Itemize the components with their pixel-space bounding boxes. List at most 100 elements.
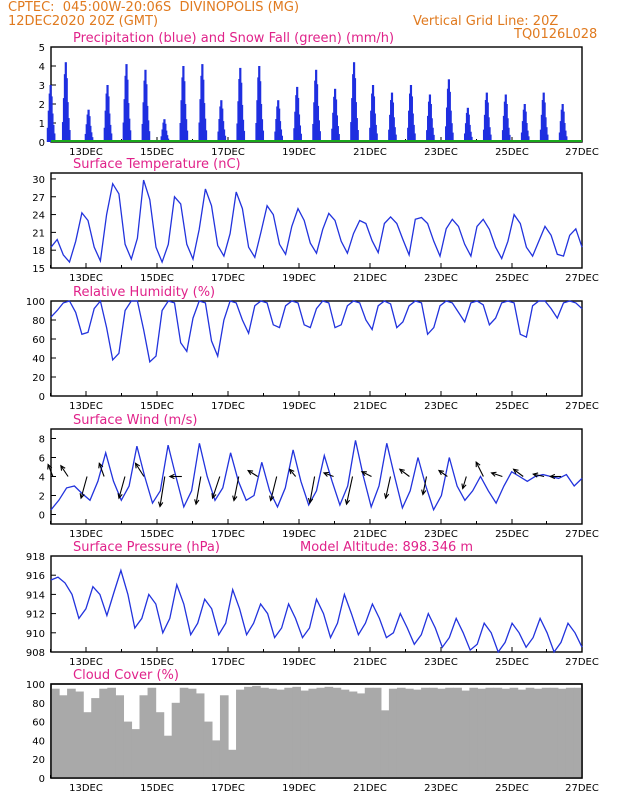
date-label: 21DEC xyxy=(353,401,387,412)
series-line xyxy=(50,299,583,364)
date-label: 23DEC xyxy=(424,147,458,158)
cloud-bar xyxy=(195,693,205,778)
precip-bar xyxy=(470,136,473,142)
cloud-bar xyxy=(356,693,366,778)
cloud-bar xyxy=(67,688,76,778)
precip-bar xyxy=(68,130,71,142)
wind-arrow xyxy=(98,463,105,477)
panel-title: Surface Temperature (nC) xyxy=(73,157,241,172)
precip-bar xyxy=(261,130,265,142)
date-label: 13DEC xyxy=(69,401,103,412)
cloud-bar xyxy=(573,687,583,778)
y-tick-label: 916 xyxy=(26,571,45,582)
cloud-bar xyxy=(453,687,462,778)
date-label: 15DEC xyxy=(140,529,174,540)
cloud-bar xyxy=(75,691,84,778)
cloud-bar xyxy=(324,686,334,778)
cloud-bar xyxy=(525,687,535,778)
date-label: 27DEC xyxy=(565,657,599,668)
wind-arrow xyxy=(399,468,410,477)
cloud-bar xyxy=(139,695,149,778)
date-label: 25DEC xyxy=(495,783,529,794)
date-label: 21DEC xyxy=(353,657,387,668)
cloud-bar xyxy=(179,687,189,778)
cloud-bar xyxy=(557,688,567,778)
cloud-bar xyxy=(171,702,181,778)
cloud-bar xyxy=(252,685,261,778)
wind-arrow xyxy=(345,476,354,505)
cloud-bar xyxy=(541,687,551,778)
y-tick-label: 0 xyxy=(39,138,45,149)
precip-bar xyxy=(223,135,227,142)
date-label: 21DEC xyxy=(353,147,387,158)
wind-arrow xyxy=(475,461,484,477)
y-tick-label: 918 xyxy=(26,552,45,563)
y-tick-label: 1 xyxy=(39,119,45,130)
cloud-bar xyxy=(517,689,527,778)
wind-arrow-head xyxy=(47,463,53,470)
y-tick-label: 15 xyxy=(32,264,45,275)
wind-arrow-head xyxy=(134,462,141,469)
series-line xyxy=(50,440,583,512)
panel-title: Relative Humidity (%) xyxy=(73,285,215,300)
cloud-bar xyxy=(461,690,470,778)
precip-bar xyxy=(110,133,113,142)
cloud-bar xyxy=(211,740,221,778)
date-label: 13DEC xyxy=(69,657,103,668)
precip-bar xyxy=(53,133,56,142)
y-tick-label: 0 xyxy=(39,511,45,522)
wind-arrow xyxy=(462,476,467,489)
wind-arrow xyxy=(60,465,69,477)
wind-arrow-head xyxy=(247,469,254,476)
panel-4: Surface Pressure (hPa) Model Altitude: 89… xyxy=(26,540,599,668)
y-tick-label: 912 xyxy=(26,610,45,621)
panel-title: Precipitation (blue) and Snow Fall (gree… xyxy=(73,31,394,46)
y-tick-label: 2 xyxy=(39,492,45,503)
y-tick-label: 6 xyxy=(39,454,45,465)
y-tick-label: 908 xyxy=(26,648,45,659)
panel-5: Cloud Cover (%) 13DEC 15DEC 17DEC 19DEC 21DEC… xyxy=(26,668,599,794)
cloud-bar xyxy=(228,749,237,778)
y-tick-label: 0 xyxy=(39,774,45,785)
wind-arrow-head xyxy=(211,493,217,500)
y-tick-label: 21 xyxy=(32,228,45,239)
cloud-bar xyxy=(292,686,302,778)
date-label: 17DEC xyxy=(211,783,245,794)
date-label: 15DEC xyxy=(140,401,174,412)
precip-bar xyxy=(337,134,340,142)
date-label: 13DEC xyxy=(69,529,103,540)
wind-arrow-head xyxy=(475,460,481,468)
wind-arrow-head xyxy=(117,493,123,500)
precip-bar xyxy=(432,134,435,142)
cloud-bar xyxy=(549,687,559,778)
y-tick-label: 2 xyxy=(39,100,45,111)
cloud-bar xyxy=(203,721,213,778)
y-tick-label: 0 xyxy=(39,392,45,403)
wind-arrow xyxy=(159,476,166,507)
cloud-bar xyxy=(565,687,575,778)
model-altitude: Model Altitude: 898.346 m xyxy=(300,540,473,555)
wind-arrow xyxy=(438,470,448,477)
cloud-bar xyxy=(155,712,165,778)
cloud-bar xyxy=(429,687,438,778)
date-label: 25DEC xyxy=(495,657,529,668)
wind-arrow xyxy=(323,472,334,478)
cloud-bar xyxy=(51,688,60,778)
precip-bar xyxy=(91,137,94,142)
y-tick-label: 40 xyxy=(32,736,45,747)
cloud-bar xyxy=(99,688,108,778)
wind-arrow xyxy=(233,476,240,501)
precip-bar xyxy=(546,134,549,142)
date-label: 13DEC xyxy=(69,273,103,284)
cloud-bar xyxy=(372,687,382,778)
date-label: 27DEC xyxy=(565,147,599,158)
date-label: 15DEC xyxy=(140,783,174,794)
wind-arrow-head xyxy=(490,471,497,477)
cloud-bar xyxy=(268,688,277,778)
cloud-bar xyxy=(364,687,374,778)
cloud-bar xyxy=(348,691,358,778)
wind-arrow xyxy=(491,472,503,478)
precip-bar xyxy=(299,133,302,142)
y-tick-label: 40 xyxy=(32,354,45,365)
wind-arrow xyxy=(270,476,278,501)
